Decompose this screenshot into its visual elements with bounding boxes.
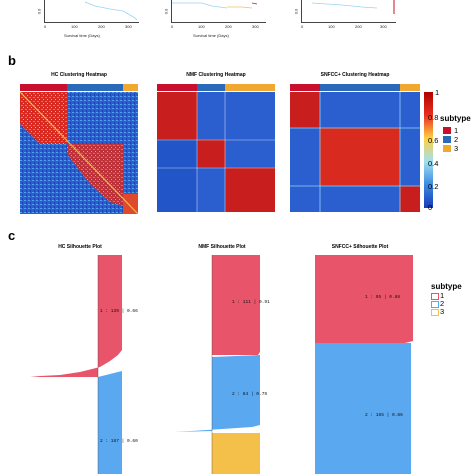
hc-bar-subtype2 xyxy=(67,84,123,91)
snf-bar-subtype1 xyxy=(290,84,320,91)
snf-heatmap-title: SNFCC+ Clustering Heatmap xyxy=(320,72,390,78)
snf-sil-cluster1 xyxy=(315,255,413,343)
snf-bar-subtype2 xyxy=(320,84,400,91)
snf-bar-subtype3 xyxy=(400,84,420,91)
heatmap-legend-swatch-2 xyxy=(443,136,451,143)
km-curve-mid xyxy=(172,2,258,9)
nmf-bar-subtype1 xyxy=(157,84,197,91)
hc-sil-cluster1 xyxy=(30,255,122,377)
km-curve-right xyxy=(311,0,395,14)
nmf-sil-cluster2 xyxy=(174,355,260,432)
km-right-tick-200: 200 xyxy=(355,24,362,29)
nmf-sil-cluster3 xyxy=(212,433,260,474)
km-mid-tick-0: 0 xyxy=(171,24,174,29)
panel-b-letter: b xyxy=(8,53,16,68)
km-mid-tick-300: 300 xyxy=(252,24,259,29)
snf-heatmap xyxy=(290,84,420,212)
silhouette-legend-swatch-3 xyxy=(431,309,439,316)
hc-sil-label-2: 2 : 187 | 0.60 xyxy=(100,439,138,444)
nmf-heatmap-title: NMF Clustering Heatmap xyxy=(186,72,246,78)
km-right-tick-0: 0 xyxy=(301,24,304,29)
heatmap-legend-label-3: 3 xyxy=(454,144,459,153)
panel-c-letter: c xyxy=(8,228,16,243)
snf-sil-label-2: 2 : 165 | 0.86 xyxy=(365,413,403,418)
colorbar-tick-0.8: 0.8 xyxy=(428,113,439,122)
hc-bar-subtype1 xyxy=(20,84,67,91)
nmf-sil-label-1: 1 : 111 | 0.91 xyxy=(232,300,270,305)
nmf-sil-cluster1 xyxy=(212,255,260,355)
colorbar-tick-0.2: 0.2 xyxy=(428,182,439,191)
hc-bar-subtype3 xyxy=(123,84,138,91)
colorbar xyxy=(424,92,433,208)
silhouette-legend-label-3: 3 xyxy=(440,307,445,316)
km-left-tick-100: 100 xyxy=(71,24,78,29)
snf-silhouette xyxy=(315,255,413,474)
km-left-tick-0: 0 xyxy=(44,24,47,29)
heatmap-legend-swatch-1 xyxy=(443,127,451,134)
hc-silhouette xyxy=(30,255,122,474)
silhouette-legend-swatch-2 xyxy=(431,301,439,308)
km-left-tick-200: 200 xyxy=(98,24,105,29)
hc-heatmap xyxy=(19,84,139,215)
heatmap-legend-label-2: 2 xyxy=(454,135,459,144)
km-left-tick-300: 300 xyxy=(125,24,132,29)
km-curve-left xyxy=(84,1,138,21)
colorbar-tick-0.4: 0.4 xyxy=(428,159,439,168)
colorbar-tick-1: 1 xyxy=(435,88,440,97)
nmf-sil-label-2: 2 : 84 | 0.79 xyxy=(232,392,268,397)
km-mid-tick-200: 200 xyxy=(225,24,232,29)
nmf-bar-subtype2 xyxy=(197,84,225,91)
silhouette-legend-title: subtype xyxy=(431,282,462,291)
km-right-tick-300: 300 xyxy=(380,24,387,29)
heatmap-legend-swatch-3 xyxy=(443,145,451,152)
snf-sil-cluster2 xyxy=(315,343,411,474)
hc-sil-label-1: 1 : 139 | 0.66 xyxy=(100,309,138,314)
silhouette-legend-swatch-1 xyxy=(431,293,439,300)
km-mid-xlabel: Survival time (Days) xyxy=(193,33,229,38)
snf-sil-label-1: 1 : 95 | 0.88 xyxy=(365,295,401,300)
km-right-tick-100: 100 xyxy=(328,24,335,29)
heatmap-legend-title: subtype xyxy=(440,114,471,123)
nmf-bar-subtype3 xyxy=(225,84,275,91)
heatmap-legend-label-1: 1 xyxy=(454,126,459,135)
km-plot-mid xyxy=(171,0,266,23)
colorbar-tick-0.6: 0.6 xyxy=(428,136,439,145)
silhouette-legend-label-1: 1 xyxy=(440,291,445,300)
km-plot-right xyxy=(301,0,396,23)
km-right-ylab: 0.0 xyxy=(293,8,299,15)
nmf-silhouette xyxy=(174,255,260,474)
colorbar-tick-0: 0 xyxy=(428,203,433,212)
nmf-heatmap xyxy=(157,84,275,212)
snf-silhouette-title: SNFCC+ Silhouette Plot xyxy=(331,244,389,250)
hc-sil-cluster2 xyxy=(98,371,122,474)
km-left-xlabel: Survival time (Days) xyxy=(64,33,100,38)
silhouette-legend-label-2: 2 xyxy=(440,299,445,308)
km-mid-ylab: 0.0 xyxy=(163,8,169,15)
hc-heatmap-title: HC Clustering Heatmap xyxy=(51,72,107,78)
hc-silhouette-title: HC Silhouette Plot xyxy=(58,244,102,250)
km-left-ylab: 0.0 xyxy=(36,8,42,15)
nmf-silhouette-title: NMF Silhouette Plot xyxy=(198,244,246,250)
km-mid-tick-100: 100 xyxy=(198,24,205,29)
km-plot-left xyxy=(44,0,139,23)
